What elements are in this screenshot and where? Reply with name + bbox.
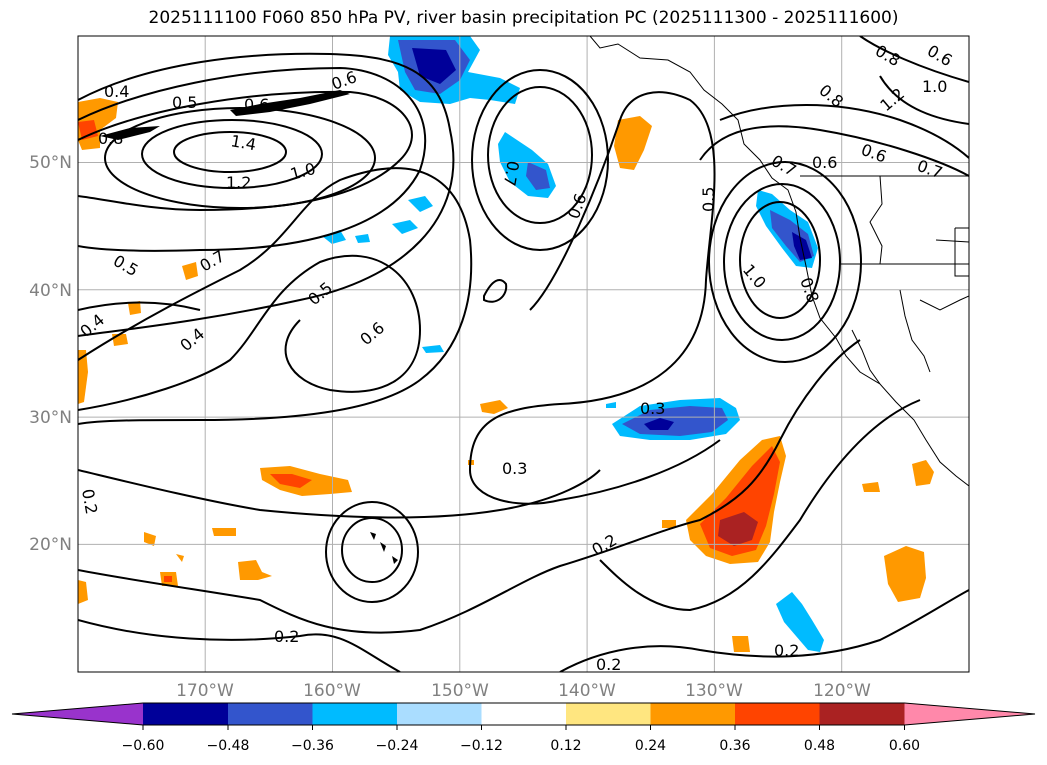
colorbar-segment — [819, 703, 905, 725]
colorbar-tick-label: 0.12 — [550, 738, 581, 754]
colorbar-tick-label: 0.36 — [719, 738, 750, 754]
colorbar: −0.60 −0.48 −0.36 −0.24 −0.12 0.12 0.24 … — [11, 702, 1036, 754]
precipitation-shading — [78, 36, 934, 652]
contour-label: 0.2 — [596, 655, 621, 674]
colorbar-segment — [312, 703, 397, 725]
colorbar-extend-low — [12, 703, 143, 725]
graticule — [78, 36, 969, 672]
colorbar-extend-high — [904, 703, 1035, 725]
colorbar-segment — [143, 703, 228, 725]
contour-label: 0.8 — [98, 129, 123, 148]
longitude-label: 170°W — [176, 681, 234, 701]
colorbar-tick-label: 0.60 — [889, 738, 920, 754]
contour-label: 0.3 — [640, 399, 665, 418]
contour-label: 0.2 — [774, 641, 799, 660]
contour-label: 1.4 — [229, 131, 257, 154]
colorbar-segment — [481, 703, 566, 725]
contour-label: 1.2 — [226, 173, 251, 192]
colorbar-segment — [650, 703, 735, 725]
colorbar-tick-label: −0.60 — [122, 738, 165, 754]
colorbar-segment — [228, 703, 313, 725]
islands — [100, 90, 398, 564]
contour-label: 0.2 — [274, 627, 299, 646]
contour-label: 0.3 — [502, 459, 527, 478]
map-background — [78, 36, 969, 672]
map-title: 2025111100 F060 850 hPa PV, river basin … — [148, 8, 899, 28]
longitude-label: 160°W — [303, 681, 361, 701]
contour-label: 0.4 — [104, 82, 129, 101]
contour-label: 0.6 — [812, 153, 837, 172]
contour-label: 0.5 — [172, 93, 197, 112]
latitude-label: 50°N — [29, 153, 72, 173]
latitude-label: 40°N — [29, 281, 72, 301]
contour-label: 0.7 — [500, 159, 523, 187]
colorbar-tick-label: −0.12 — [460, 738, 503, 754]
contour-label: 0.2 — [78, 487, 101, 515]
longitude-label: 120°W — [813, 681, 871, 701]
latitude-label: 30°N — [29, 408, 72, 428]
latitude-labels: 50°N 40°N 30°N 20°N — [29, 153, 72, 555]
contour-label: 0.6 — [244, 95, 269, 114]
pv-contours — [78, 36, 969, 672]
colorbar-tick-label: −0.24 — [376, 738, 419, 754]
colorbar-tick-label: −0.48 — [207, 738, 250, 754]
contour-label: 0.5 — [699, 187, 718, 212]
longitude-labels: 170°W 160°W 150°W 140°W 130°W 120°W — [176, 681, 871, 701]
colorbar-tick-label: 0.48 — [804, 738, 835, 754]
colorbar-segment — [566, 703, 651, 725]
latitude-label: 20°N — [29, 535, 72, 555]
longitude-label: 150°W — [431, 681, 489, 701]
contour-label: 1.0 — [922, 77, 947, 96]
colorbar-segment — [397, 703, 482, 725]
colorbar-tick-label: 0.24 — [635, 738, 666, 754]
colorbar-tick-label: −0.36 — [291, 738, 334, 754]
map-frame — [77, 35, 970, 673]
colorbar-segment — [735, 703, 820, 725]
longitude-label: 140°W — [558, 681, 616, 701]
longitude-label: 130°W — [685, 681, 743, 701]
